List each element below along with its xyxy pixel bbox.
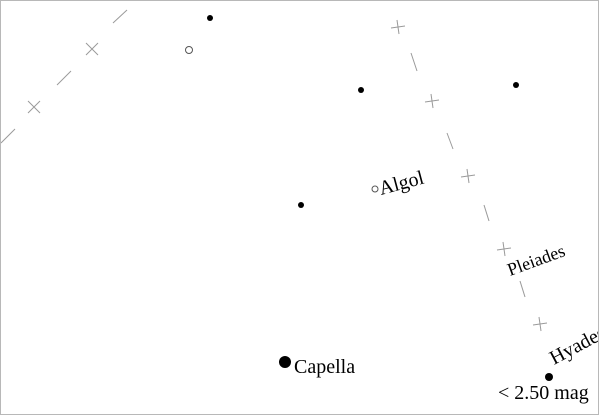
star-upper-right[interactable] (513, 82, 519, 88)
legend-magnitude-limit: < 2.50 mag (498, 382, 589, 404)
star-left-center[interactable] (298, 202, 304, 208)
stars (185, 15, 553, 381)
star-upper-center[interactable] (207, 15, 213, 21)
grid-line-upper-left (1, 9, 128, 144)
label-hyades: Hyades (546, 322, 599, 370)
label-algol: Algol (377, 167, 427, 200)
star-center[interactable] (358, 87, 364, 93)
label-pleiades: Pleiades (505, 240, 568, 279)
label-capella: Capella (294, 356, 355, 378)
grid-line-right (410, 52, 526, 298)
star-hyades[interactable] (545, 373, 553, 381)
star-hollow-upper[interactable] (185, 46, 193, 54)
star-capella[interactable] (279, 356, 291, 368)
grid-crosses-upper-left (27, 42, 99, 114)
star-algol[interactable] (371, 185, 379, 193)
grid-plus-marks-right (390, 19, 548, 332)
